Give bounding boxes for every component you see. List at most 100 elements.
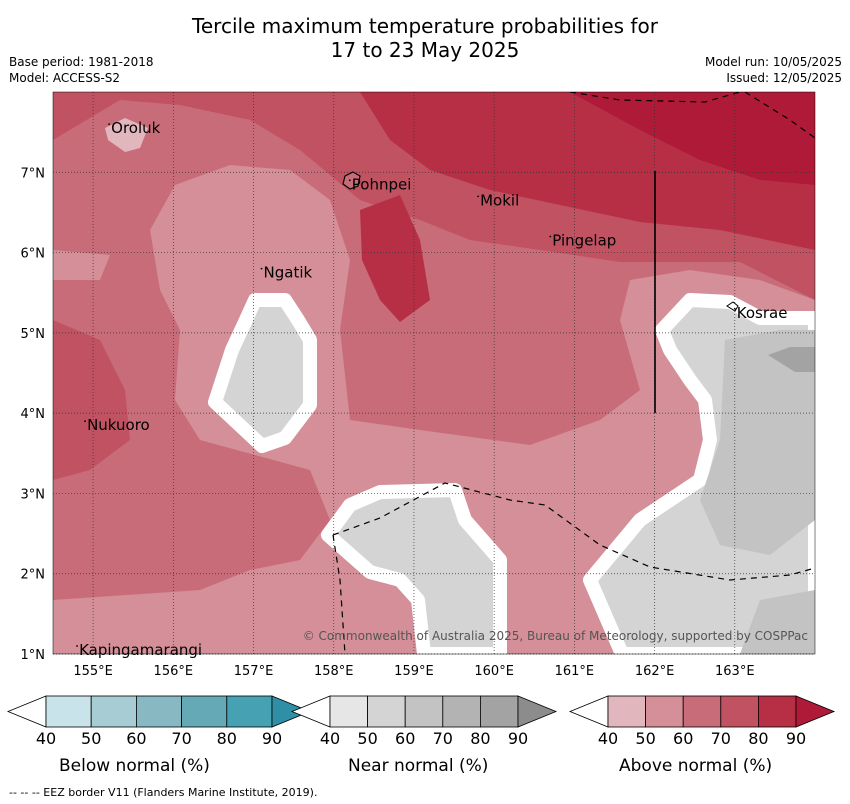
light-patch-oroluk: [105, 118, 148, 152]
colorbar-tick-label: 90: [508, 729, 528, 748]
eez-border-southwest: [332, 534, 346, 654]
x-tick-label: 156°E: [154, 664, 194, 679]
y-tick-label: 3°N: [21, 487, 46, 502]
colorbar-segment: [367, 695, 406, 728]
colorbar-tick-label: 80: [470, 729, 490, 748]
colorbar-title-below: Below normal (%): [59, 756, 210, 776]
place-labels: Oroluk Pohnpei Mokil Pingelap Ngatik Kosrae Nu…: [76, 119, 787, 659]
colorbar-tick-label: 70: [711, 729, 731, 748]
place-label: Kapingamarangi: [79, 641, 202, 659]
colorbar-segment: [720, 695, 759, 728]
colorbar-tick-label: 90: [786, 729, 806, 748]
near-normal-patch-ngatik: [208, 293, 317, 453]
colorbar-tick-label: 40: [598, 729, 618, 748]
place-label: Oroluk: [111, 119, 160, 137]
eez-footnote: -- -- -- EEZ border V11 (Flanders Marine…: [9, 786, 318, 799]
colorbar-title-above: Above normal (%): [619, 756, 773, 776]
place-label: Nukuoro: [87, 416, 150, 434]
colorbar-tick-label: 70: [433, 729, 453, 748]
place-marker: [549, 235, 552, 238]
dark-lobe-pohnpei: [360, 195, 430, 322]
colorbar-segment: [226, 695, 273, 728]
eez-border: [332, 92, 815, 654]
colorbar: 40 50 60 70 80 90: [6, 695, 312, 748]
above-normal-90-region: [570, 92, 815, 185]
x-tick-label: 159°E: [394, 664, 434, 679]
x-tick-label: 160°E: [474, 664, 514, 679]
near-normal-80-90-region: [768, 347, 815, 372]
dark-patch-west: [53, 320, 130, 480]
colorbar-segment: [607, 695, 646, 728]
colorbar-under-arrow: [6, 695, 47, 728]
colorbar-tick-label: 40: [320, 729, 340, 748]
colorbar-tick-label: 80: [748, 729, 768, 748]
colorbar-segment: [45, 695, 92, 728]
pohnpei-island: [342, 171, 361, 190]
axis-labels: 155°E 156°E 157°E 158°E 159°E 160°E 161°E 162°E…: [21, 166, 755, 679]
place-label: Kosrae: [737, 304, 788, 322]
place-label: Mokil: [480, 191, 519, 209]
eez-border-north: [569, 92, 815, 139]
place-marker: [733, 307, 736, 310]
colorbar-tick-label: 40: [36, 729, 56, 748]
near-normal-60-70-region: [700, 330, 815, 555]
colorbar-tick-label: 50: [357, 729, 377, 748]
colorbar-segment: [758, 695, 797, 728]
colorbar: 40 50 60 70 80 90: [290, 695, 558, 748]
place-marker: [76, 645, 78, 647]
x-tick-label: 157°E: [234, 664, 274, 679]
place-marker: [477, 195, 480, 198]
probability-field: [53, 92, 815, 654]
colorbar-tick-label: 90: [262, 729, 282, 748]
colorbar-segment: [682, 695, 722, 728]
colorbar-tick-label: 60: [673, 729, 693, 748]
x-tick-label: 158°E: [314, 664, 354, 679]
colorbar-tick-label: 60: [395, 729, 415, 748]
place-marker: [260, 267, 263, 270]
colorbar-title-near: Near normal (%): [348, 756, 489, 776]
x-tick-label: 163°E: [715, 664, 755, 679]
y-tick-label: 1°N: [21, 648, 46, 663]
title-line-2: 17 to 23 May 2025: [330, 38, 520, 62]
colorbar-segment: [404, 695, 444, 728]
x-tick-label: 162°E: [635, 664, 675, 679]
place-marker: [84, 420, 86, 423]
colorbar-segment: [329, 695, 368, 728]
colorbar-tick-label: 80: [217, 729, 237, 748]
y-tick-label: 5°N: [21, 327, 46, 342]
model-run: Model run: 10/05/2025: [704, 55, 842, 69]
colorbar-segment: [645, 695, 684, 728]
y-tick-label: 4°N: [21, 407, 46, 422]
light-patch-west: [53, 250, 110, 280]
title-line-1: Tercile maximum temperature probabilitie…: [192, 14, 658, 38]
base-period: Base period: 1981-2018: [9, 55, 154, 69]
colorbar-tick-label: 60: [126, 729, 146, 748]
colorbar-segment: [442, 695, 481, 728]
colorbar-segment: [479, 695, 519, 728]
colorbars: 40 50 60 70 80 90 40 50 60 70 80 90 40 50 60 70 80 90: [6, 695, 836, 748]
colorbar-tick-label: 50: [635, 729, 655, 748]
y-tick-label: 7°N: [21, 166, 46, 181]
place-label: Ngatik: [264, 264, 313, 282]
x-tick-label: 155°E: [73, 664, 113, 679]
colorbar-tick-label: 70: [171, 729, 191, 748]
meta-right: Model run: 10/05/2025 Issued: 12/05/2025: [705, 54, 842, 86]
colorbar-over-arrow: [517, 695, 558, 728]
place-marker: [108, 123, 111, 126]
issued-date: Issued: 12/05/2025: [726, 71, 842, 85]
copyright-text: © Commonwealth of Australia 2025, Bureau…: [303, 629, 808, 643]
model-name: Model: ACCESS-S2: [9, 71, 121, 85]
place-label: Pingelap: [552, 232, 616, 250]
colorbar-segment: [90, 695, 137, 728]
near-normal-60-70-southeast: [740, 590, 815, 654]
colorbar-segment: [135, 695, 182, 728]
colorbar-over-arrow: [795, 695, 836, 728]
place-marker: [348, 179, 351, 182]
colorbar-segment: [181, 695, 228, 728]
x-tick-label: 161°E: [555, 664, 595, 679]
plot-frame: [52, 91, 816, 655]
meta-left: Base period: 1981-2018 Model: ACCESS-S2: [9, 54, 154, 86]
y-tick-label: 6°N: [21, 247, 46, 262]
place-label: Pohnpei: [352, 175, 412, 193]
